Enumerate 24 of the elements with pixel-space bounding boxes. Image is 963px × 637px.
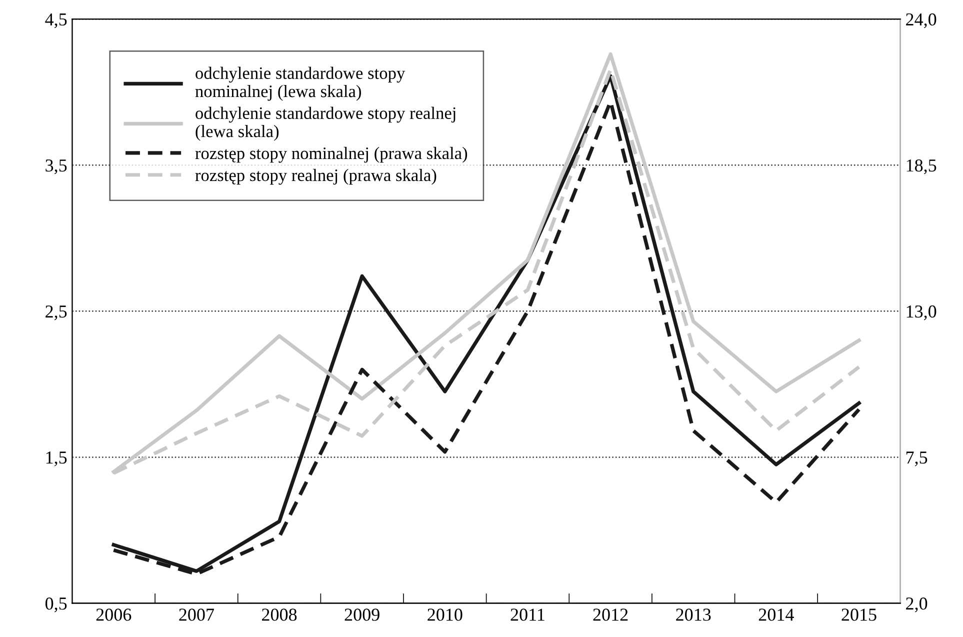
legend-label: rozstęp stopy realnej (prawa skala) [195,168,436,185]
y-tick-label: 0,5 [45,597,67,612]
x-tick-label: 2013 [676,608,711,621]
x-tick-label: 2015 [842,608,876,621]
legend-label: odchylenie standardowe stopy realnej (lewa skala) [196,106,456,141]
x-tick-label: 2010 [428,608,462,621]
x-tick-label: 2014 [758,608,794,621]
x-tick-label: 2007 [179,608,214,621]
x-tick-label: 2006 [96,608,132,621]
legend-label: odchylenie standardowe stopy nominalnej (lewa skala) [195,66,406,101]
y2-tick-label: 2,0 [906,597,928,612]
y-tick-label: 3,5 [46,159,67,174]
y-tick-label: 2,5 [46,305,67,320]
y2-tick-label: 13,0 [906,305,936,320]
legend-label: rozstęp stopy nominalnej (prawa skala) [195,146,468,163]
x-tick-label: 2011 [510,608,544,621]
y-tick-label: 1,5 [46,452,67,466]
y2-tick-label: 24,0 [906,13,936,28]
y2-tick-label: 18,5 [906,159,936,174]
x-tick-label: 2012 [593,608,628,621]
y-tick-label: 4,5 [45,13,67,28]
y2-tick-label: 7,5 [906,452,928,466]
x-tick-label: 2009 [344,608,380,621]
x-tick-label: 2008 [262,608,297,621]
